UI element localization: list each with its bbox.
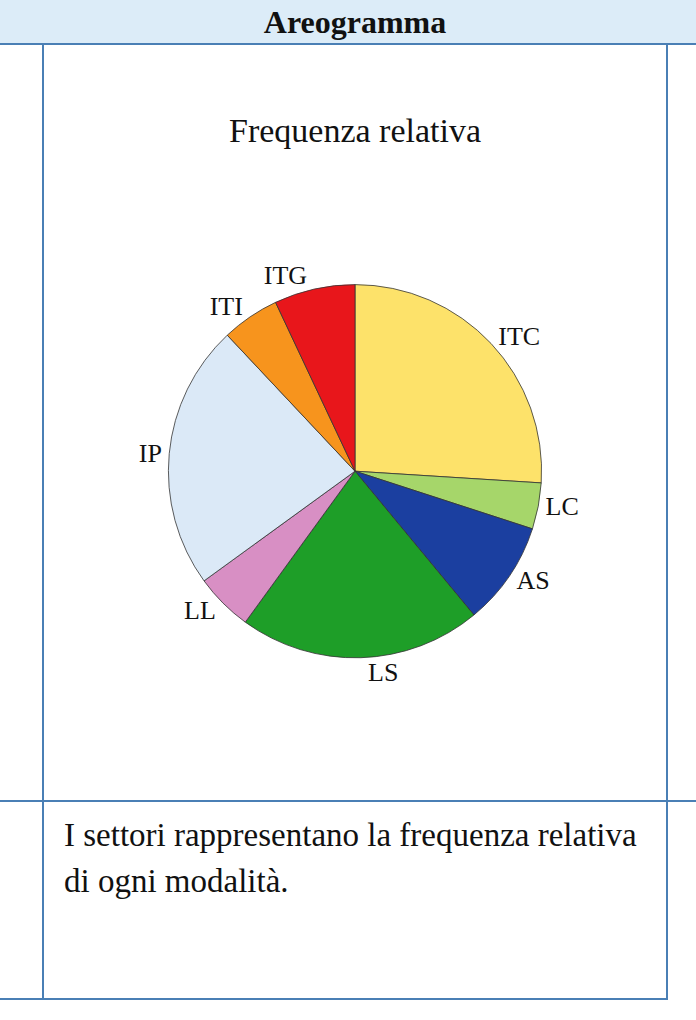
html-text:Areogramma: Areogramma [263, 4, 447, 40]
svg-text:Frequenza relativa: Frequenza relativa [229, 112, 481, 149]
svg-text:AS: AS [517, 566, 550, 595]
svg-text:ITI: ITI [210, 292, 243, 321]
svg-text:LL: LL [184, 596, 216, 625]
html-text:I settori rappresentano la fre: I settori rappresentano la frequenza rel… [64, 817, 637, 899]
svg-text:LC: LC [546, 492, 579, 521]
svg-text:IP: IP [139, 439, 162, 468]
svg-text:ITG: ITG [264, 261, 307, 290]
svg-text:LS: LS [368, 658, 398, 687]
svg-text:ITC: ITC [498, 322, 540, 351]
